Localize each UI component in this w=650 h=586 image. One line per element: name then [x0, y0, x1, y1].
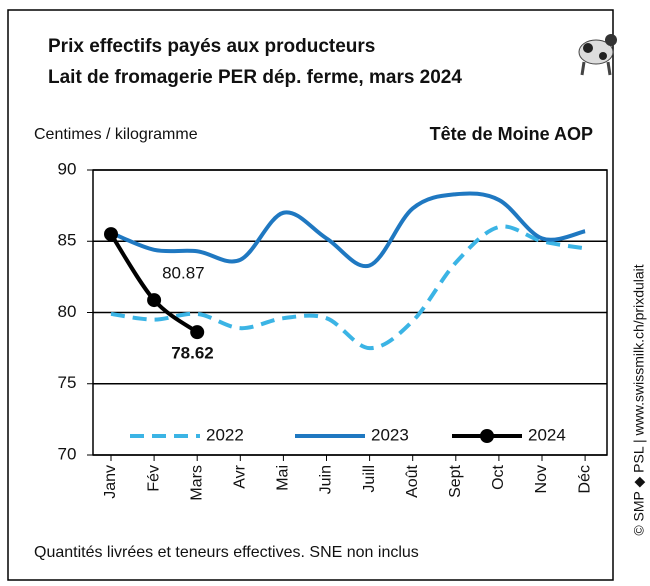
y-tick-label: 75: [58, 373, 77, 392]
x-tick-label: Juill: [361, 465, 378, 493]
y-axis-label: Centimes / kilogramme: [34, 126, 198, 143]
marker: [104, 227, 118, 242]
series-line: [110, 191, 586, 269]
frame: [7, 9, 614, 581]
x-tick-label: Fév: [145, 465, 162, 492]
x-tick-label: Juin: [318, 465, 335, 494]
x-tick-label: Déc: [576, 465, 593, 493]
cow-icon: [578, 34, 617, 76]
chart-title: Prix effectifs payés aux producteurs: [48, 36, 375, 57]
footnote: Quantités livrées et teneurs effectives.…: [34, 544, 419, 561]
y-tick-label: 85: [58, 231, 77, 250]
series-line: [110, 224, 586, 351]
legend-label: 2024: [528, 425, 566, 444]
x-tick-label: Oct: [490, 464, 507, 489]
x-tick-label: Mai: [275, 465, 292, 491]
legend-marker: [480, 429, 494, 443]
product-label: Tête de Moine AOP: [430, 124, 593, 144]
x-tick-label: Avr: [232, 464, 249, 488]
data-label: 80.87: [162, 264, 205, 283]
legend-label: 2023: [371, 425, 409, 444]
data-label: 78.62: [171, 344, 214, 363]
x-tick-label: Août: [404, 464, 421, 497]
y-tick-label: 70: [58, 444, 77, 463]
source: © SMP ◆ PSL | www.swissmilk.ch/prixdulai…: [631, 264, 647, 535]
y-tick-label: 90: [58, 159, 77, 178]
y-tick-label: 80: [58, 302, 77, 321]
x-tick-label: Janv: [102, 465, 119, 499]
legend-label: 2022: [206, 425, 244, 444]
chart-subtitle: Lait de fromagerie PER dép. ferme, mars …: [48, 67, 462, 88]
marker: [147, 293, 162, 308]
x-tick-label: Sept: [447, 464, 464, 497]
x-tick-label: Mars: [188, 465, 205, 501]
marker: [190, 325, 205, 340]
x-tick-label: Nov: [533, 465, 550, 493]
